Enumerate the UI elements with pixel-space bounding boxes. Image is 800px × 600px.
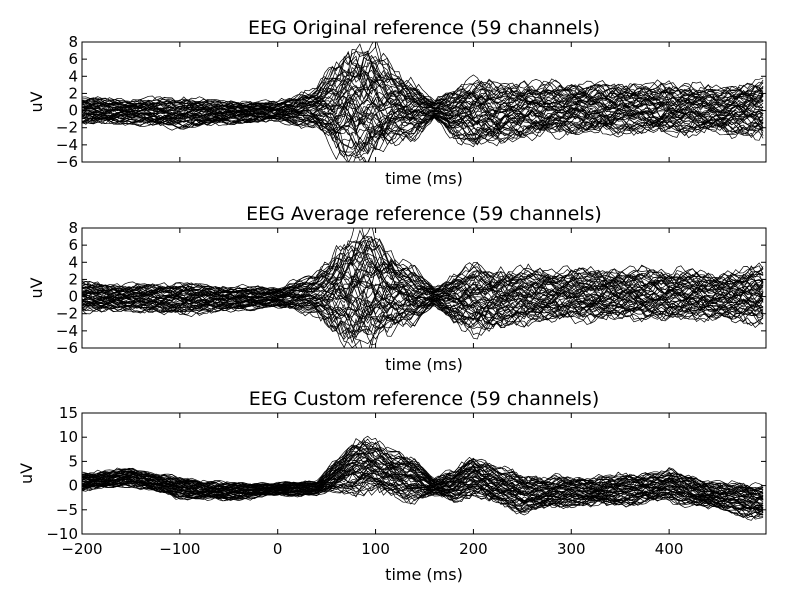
x-tick-label: −200: [61, 540, 102, 558]
channel-trace-15: [82, 111, 764, 138]
y-tick-label: −2: [56, 119, 78, 137]
channel-trace-47: [82, 448, 764, 498]
y-tick-label: 5: [68, 452, 78, 470]
channel-trace-42: [82, 256, 764, 299]
x-tick-label: 200: [459, 540, 488, 558]
channel-trace-30: [82, 92, 764, 124]
channel-trace-31: [82, 90, 764, 121]
traces: [82, 228, 764, 348]
channel-trace-28: [82, 467, 764, 509]
y-tick-label: 15: [59, 404, 78, 422]
channel-trace-38: [82, 80, 764, 115]
channel-trace-50: [82, 60, 764, 109]
channel-trace-59: [82, 440, 764, 492]
y-axis-label: uV: [27, 91, 46, 112]
y-tick-label: −6: [56, 339, 78, 357]
channel-trace-56: [82, 229, 764, 293]
channel-trace-2: [82, 117, 764, 162]
y-tick-label: 4: [68, 67, 78, 85]
channel-trace-40: [82, 78, 764, 113]
y-tick-label: 10: [59, 428, 78, 446]
channel-trace-22: [82, 470, 764, 510]
channel-trace-59: [82, 228, 764, 292]
channel-trace-59: [82, 42, 764, 107]
y-axis-label: uV: [27, 277, 46, 298]
channel-trace-11: [82, 478, 764, 518]
y-tick-label: 8: [68, 33, 78, 51]
channel-trace-47: [82, 244, 764, 297]
channel-trace-58: [82, 46, 764, 107]
channel-trace-11: [82, 299, 764, 339]
y-tick-label: 0: [68, 288, 78, 306]
y-tick-label: 8: [68, 219, 78, 237]
plot-frame: [81, 41, 767, 163]
chart-title: EEG Average reference (59 channels): [246, 203, 602, 225]
x-tick-label: 0: [273, 540, 283, 558]
channel-trace-55: [82, 239, 764, 294]
chart-title: EEG Custom reference (59 channels): [249, 388, 600, 410]
y-tick-label: −6: [56, 153, 78, 171]
panel-3: −10 −5 0 5 10 15 −200 −100 0 100 200 300 400 EEG Cust…: [17, 388, 767, 584]
y-axis-label: uV: [17, 463, 36, 484]
chart-title: EEG Original reference (59 channels): [248, 17, 600, 39]
channel-trace-34: [82, 86, 764, 121]
y-tick-label: −4: [56, 136, 78, 154]
channel-trace-28: [82, 95, 764, 126]
y-tick-label: 2: [68, 270, 78, 288]
y-tick-label: 0: [68, 477, 78, 495]
channel-trace-10: [82, 113, 764, 153]
y-tick-label: 6: [68, 50, 78, 68]
channel-trace-46: [82, 253, 764, 297]
x-tick-label: 300: [557, 540, 586, 558]
x-tick-label: 400: [655, 540, 684, 558]
channel-trace-28: [82, 282, 764, 311]
y-tick-label: −5: [56, 501, 78, 519]
channel-trace-18: [82, 294, 764, 326]
channel-trace-3: [82, 116, 764, 162]
y-tick-label: 4: [68, 253, 78, 271]
x-axis-label: time (ms): [385, 355, 463, 374]
y-tick-label: 2: [68, 84, 78, 102]
x-axis-label: time (ms): [385, 169, 463, 188]
y-tick-label: −10: [46, 525, 78, 543]
channel-trace-33: [82, 457, 764, 504]
channel-trace-53: [82, 242, 764, 294]
y-tick-label: −4: [56, 322, 78, 340]
channel-trace-29: [82, 464, 764, 506]
plot-frame: [81, 227, 767, 349]
plot-frame: [81, 412, 767, 535]
traces: [82, 42, 764, 162]
y-tick-label: −2: [56, 305, 78, 323]
channel-trace-40: [82, 452, 764, 503]
x-tick-label: 100: [361, 540, 390, 558]
x-tick-label: −100: [159, 540, 200, 558]
channel-trace-18: [82, 110, 764, 140]
traces: [82, 435, 764, 521]
channel-trace-17: [82, 295, 764, 321]
y-tick-label: 0: [68, 102, 78, 120]
x-axis-label: time (ms): [385, 565, 463, 584]
channel-trace-29: [82, 96, 764, 126]
channel-trace-58: [82, 441, 764, 490]
channel-trace-48: [82, 247, 764, 297]
channel-trace-57: [82, 235, 764, 293]
channel-trace-25: [82, 285, 764, 316]
y-tick-label: 6: [68, 236, 78, 254]
channel-trace-50: [82, 236, 764, 295]
channel-trace-45: [82, 261, 764, 299]
